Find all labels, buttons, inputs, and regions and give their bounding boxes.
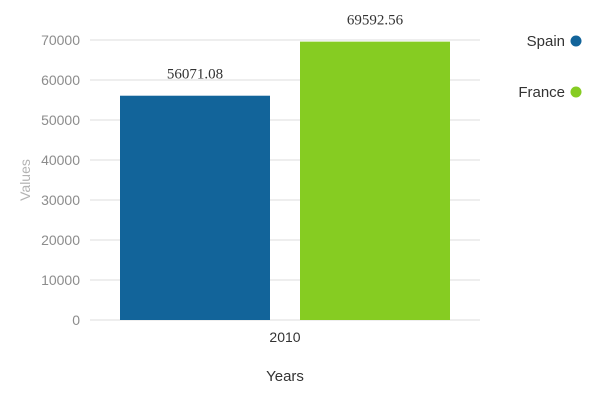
x-axis-title: Years (266, 368, 304, 385)
y-axis-title: Values (17, 159, 33, 201)
y-axis-ticks: 0 10000 20000 30000 40000 50000 60000 70000 (41, 32, 80, 328)
legend-label: Spain (527, 33, 565, 50)
legend-label: France (518, 84, 565, 101)
y-tick-label: 10000 (41, 272, 80, 288)
y-tick-label: 60000 (41, 72, 80, 88)
data-labels: 56071.08 69592.56 (167, 13, 404, 83)
x-axis-ticks: 2010 (269, 329, 300, 345)
y-tick-label: 30000 (41, 192, 80, 208)
x-tick-label: 2010 (269, 329, 300, 345)
bar-spain[interactable] (120, 95, 270, 320)
data-label-france: 69592.56 (347, 13, 404, 29)
y-tick-label: 70000 (41, 32, 80, 48)
data-label-spain: 56071.08 (167, 67, 223, 83)
y-tick-label: 20000 (41, 232, 80, 248)
y-tick-label: 0 (72, 312, 80, 328)
y-tick-label: 40000 (41, 152, 80, 168)
legend-marker (570, 35, 582, 47)
y-tick-label: 50000 (41, 112, 80, 128)
bar-france[interactable] (300, 41, 450, 320)
legend-marker (570, 86, 582, 98)
legend[interactable]: Spain France (518, 33, 582, 101)
legend-item-spain[interactable]: Spain (527, 33, 582, 50)
bars (120, 41, 450, 320)
legend-item-france[interactable]: France (518, 84, 582, 101)
